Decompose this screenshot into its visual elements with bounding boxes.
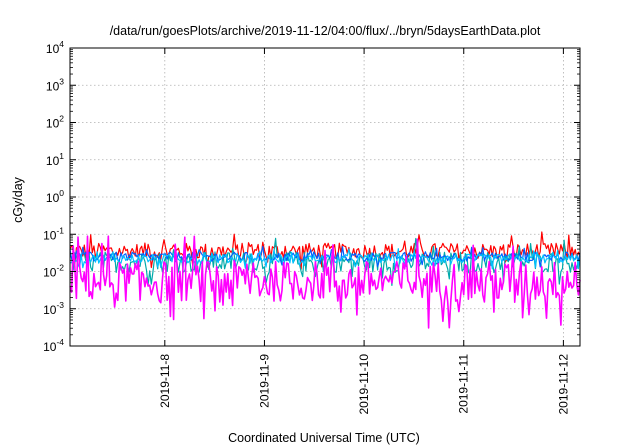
- series-group: [69, 231, 581, 329]
- series-line: [69, 235, 581, 329]
- y-tick-label: 102: [46, 114, 64, 131]
- y-tick-label: 103: [46, 76, 64, 93]
- x-tick-label: 2019-11-11: [457, 354, 471, 414]
- plot-frame: [69, 47, 581, 347]
- y-tick-label: 10-1: [43, 225, 64, 242]
- y-tick-label: 10-2: [43, 263, 64, 280]
- y-tick-label: 101: [46, 151, 64, 168]
- x-tick-label: 2019-11-10: [357, 354, 371, 415]
- chart-title: /data/run/goesPlots/archive/2019-11-12/0…: [110, 24, 541, 38]
- x-tick-label: 2019-11-12: [556, 354, 570, 415]
- y-tick-label: 10-4: [43, 337, 64, 354]
- grid: [70, 48, 580, 346]
- y-tick-label: 10-3: [43, 300, 64, 317]
- y-tick-label: 100: [46, 188, 64, 205]
- x-axis-label: Coordinated Universal Time (UTC): [228, 431, 420, 445]
- x-tick-label: 2019-11-8: [158, 354, 172, 408]
- y-tick-label: 104: [46, 39, 64, 56]
- axes: 10-4 10-3 10-2 10-1 100 101 102 103 104 2019-11-8…: [43, 39, 581, 415]
- x-tick-label: 2019-11-9: [257, 354, 271, 408]
- y-axis-label: cGy/day: [11, 176, 25, 223]
